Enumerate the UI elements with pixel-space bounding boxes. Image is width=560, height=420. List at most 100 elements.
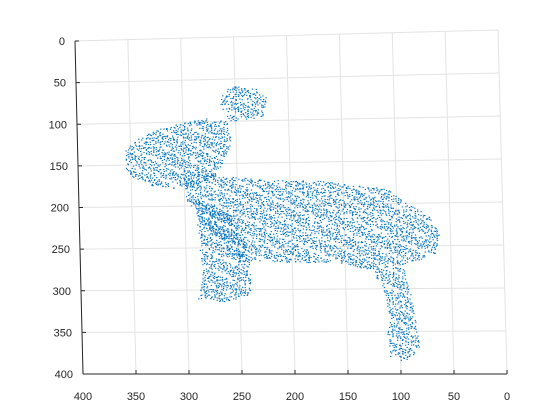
- data-point: [360, 226, 362, 228]
- data-point: [302, 234, 304, 237]
- data-point: [392, 273, 395, 275]
- data-point: [340, 203, 343, 205]
- data-point: [133, 158, 135, 160]
- data-point: [300, 225, 302, 227]
- data-point: [217, 249, 219, 251]
- data-point: [348, 263, 350, 265]
- data-point: [220, 234, 222, 236]
- data-point: [255, 253, 257, 255]
- data-point: [269, 205, 271, 207]
- data-point: [308, 260, 311, 262]
- data-point: [176, 182, 179, 184]
- data-point: [159, 158, 162, 160]
- data-point: [385, 211, 387, 213]
- data-point: [206, 293, 208, 295]
- data-point: [216, 225, 218, 227]
- data-point: [288, 260, 290, 262]
- data-point: [340, 260, 342, 262]
- data-point: [295, 188, 297, 190]
- data-point: [228, 133, 230, 135]
- data-point: [222, 300, 224, 302]
- data-point: [319, 246, 322, 248]
- data-point: [253, 217, 256, 219]
- data-point: [204, 242, 206, 244]
- data-point: [207, 178, 209, 180]
- data-point: [392, 262, 394, 264]
- data-point: [176, 140, 178, 142]
- data-point: [134, 168, 136, 170]
- data-point: [330, 237, 332, 239]
- data-point: [323, 261, 325, 263]
- data-point: [412, 231, 415, 233]
- data-point: [372, 245, 375, 247]
- data-point: [219, 192, 221, 194]
- data-point: [148, 167, 151, 169]
- data-point: [215, 260, 217, 262]
- data-point: [215, 246, 217, 248]
- data-point: [264, 230, 267, 232]
- data-point: [228, 272, 231, 274]
- data-point: [244, 284, 246, 286]
- data-point: [325, 245, 328, 247]
- data-point: [243, 273, 245, 275]
- data-point: [215, 179, 217, 181]
- data-point: [329, 248, 331, 250]
- data-point: [296, 181, 299, 183]
- data-point: [185, 182, 187, 184]
- data-point: [141, 159, 143, 161]
- data-point: [329, 247, 331, 249]
- data-point: [411, 234, 413, 237]
- data-point: [218, 249, 220, 251]
- data-point: [210, 161, 213, 163]
- data-point: [364, 254, 367, 256]
- data-point: [237, 261, 240, 263]
- data-point: [244, 89, 246, 91]
- data-point: [187, 164, 189, 166]
- data-point: [182, 141, 184, 143]
- data-point: [209, 156, 211, 158]
- data-point: [218, 144, 220, 146]
- data-point: [346, 208, 349, 211]
- data-point: [190, 165, 193, 167]
- data-point: [196, 203, 198, 205]
- data-point: [359, 202, 361, 204]
- data-point: [189, 182, 191, 184]
- data-point: [274, 217, 276, 219]
- data-point: [143, 167, 145, 169]
- data-point: [283, 225, 286, 227]
- data-point: [288, 197, 291, 199]
- data-point: [366, 256, 368, 258]
- data-point: [208, 208, 210, 210]
- data-point: [205, 291, 207, 293]
- data-point: [221, 299, 223, 301]
- data-point: [275, 207, 277, 209]
- data-point: [247, 89, 249, 91]
- data-point: [265, 188, 267, 190]
- data-point: [179, 162, 181, 164]
- data-point: [298, 183, 300, 185]
- data-point: [242, 105, 244, 107]
- data-point: [301, 203, 303, 205]
- data-point: [414, 207, 416, 209]
- data-point: [345, 203, 347, 205]
- data-point: [275, 254, 278, 256]
- data-point: [255, 194, 258, 196]
- chart-axes: [74, 40, 508, 375]
- data-point: [218, 151, 221, 153]
- data-point: [263, 197, 266, 199]
- data-point: [379, 258, 381, 260]
- data-point: [225, 96, 227, 98]
- data-point: [351, 211, 354, 213]
- data-point: [165, 128, 168, 130]
- data-point: [289, 192, 291, 194]
- data-point: [273, 238, 275, 240]
- data-point: [306, 249, 308, 251]
- data-point: [283, 244, 285, 246]
- data-point: [256, 96, 259, 99]
- data-point: [214, 272, 216, 274]
- data-point: [341, 262, 343, 264]
- data-point: [255, 258, 257, 260]
- data-point: [380, 274, 382, 276]
- data-point: [311, 210, 314, 212]
- data-point: [239, 256, 242, 258]
